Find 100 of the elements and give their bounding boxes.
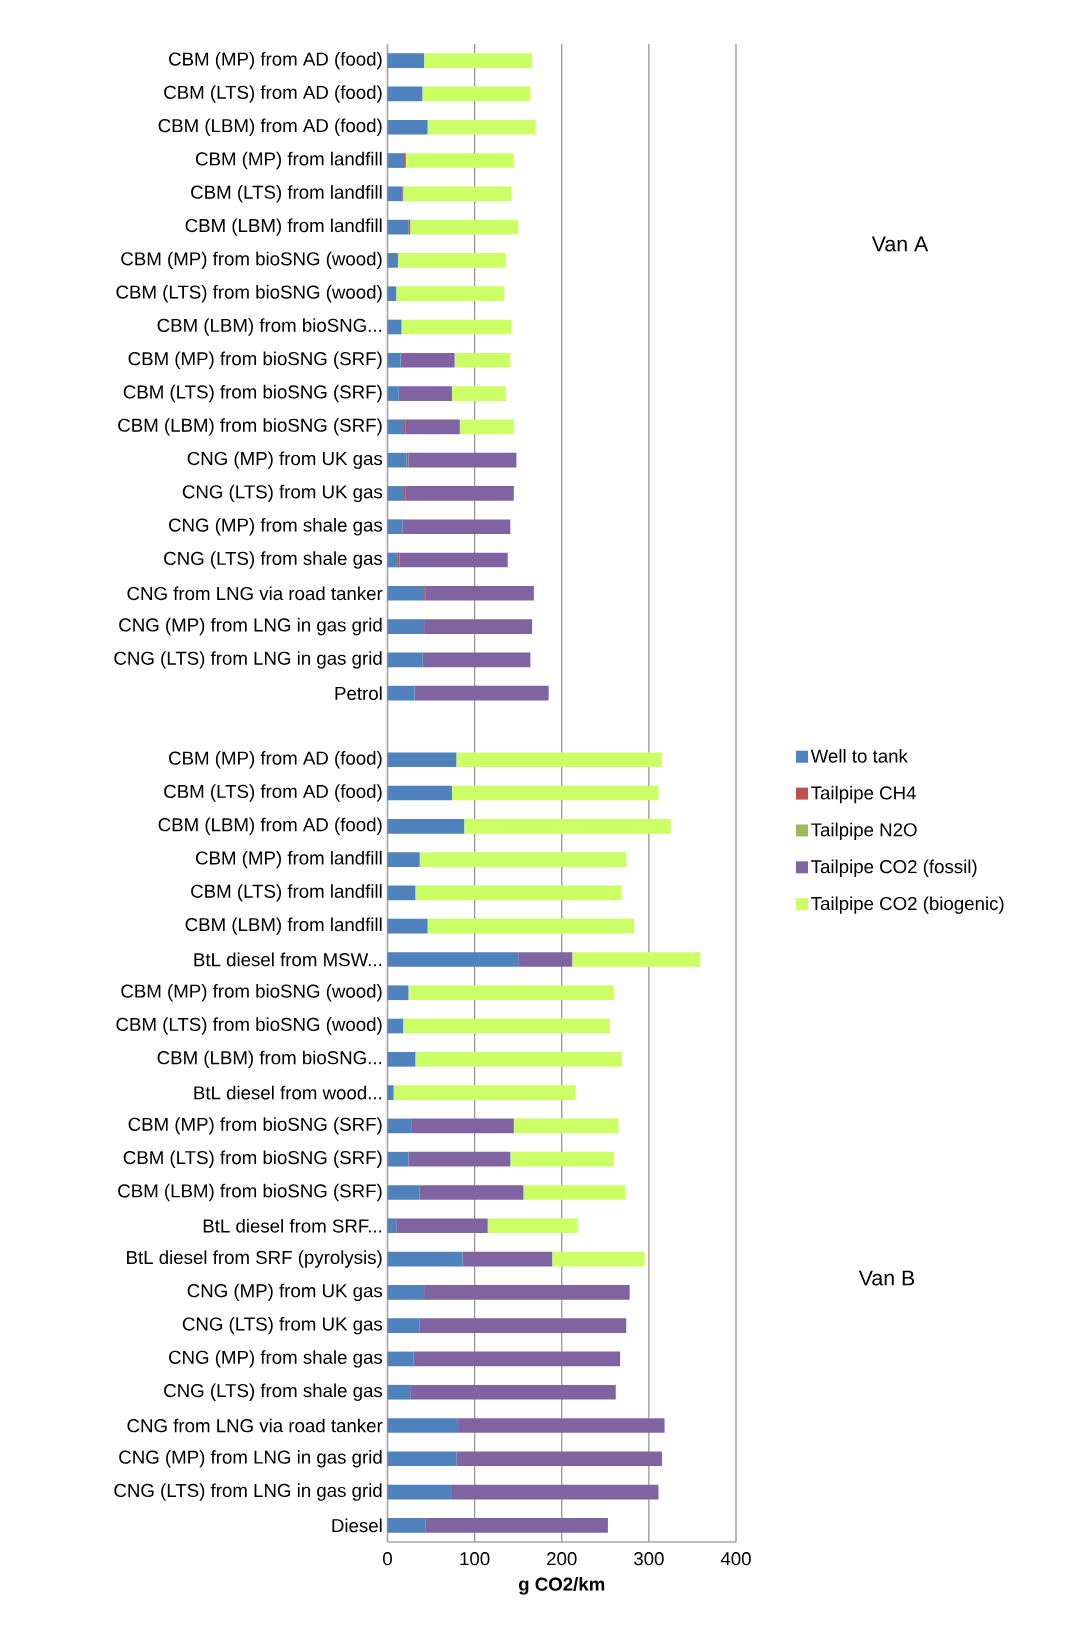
bar bbox=[387, 486, 405, 501]
bar bbox=[424, 53, 533, 68]
y-tick-label: CBM (LTS) from bioSNG (SRF) bbox=[123, 384, 382, 403]
bar bbox=[387, 1518, 426, 1533]
y-tick-label: CNG (LTS) from UK gas bbox=[182, 1316, 383, 1335]
bar bbox=[387, 519, 403, 535]
bar bbox=[387, 619, 425, 634]
bar bbox=[387, 752, 457, 768]
bar bbox=[464, 818, 671, 834]
y-tick-label: BtL diesel from wood... bbox=[194, 1085, 382, 1100]
legend-label: Tailpipe CO2 (fossil) bbox=[811, 859, 977, 877]
bar bbox=[387, 918, 428, 934]
y-tick-label: CBM (MP) from landfill bbox=[196, 151, 382, 170]
bar bbox=[454, 352, 511, 368]
bar bbox=[427, 119, 536, 135]
bar bbox=[397, 253, 506, 268]
bar bbox=[387, 1384, 411, 1400]
bar bbox=[413, 1351, 621, 1367]
bar bbox=[387, 785, 452, 801]
y-tick-label: Diesel bbox=[332, 1518, 382, 1533]
bar bbox=[387, 1484, 452, 1500]
y-tick-label: CNG from LNG via road tanker bbox=[127, 586, 383, 601]
y-tick-label: CBM (LBM) from bioSNG (SRF) bbox=[118, 1183, 382, 1202]
y-tick-label: CBM (LTS) from bioSNG (wood) bbox=[116, 1017, 382, 1035]
bar bbox=[414, 685, 549, 701]
y-tick-label: CBM (LBM) from AD (food) bbox=[158, 817, 382, 835]
bar bbox=[387, 1218, 397, 1234]
bar bbox=[393, 1085, 576, 1100]
legend-label: Well to tank bbox=[810, 748, 908, 763]
bar bbox=[424, 619, 533, 634]
bar bbox=[456, 752, 662, 768]
bar bbox=[387, 585, 425, 601]
bar bbox=[387, 818, 465, 834]
bar bbox=[387, 952, 519, 967]
bar bbox=[387, 386, 399, 401]
bar bbox=[419, 852, 627, 867]
bar bbox=[387, 53, 425, 68]
y-tick-label: CNG (LTS) from LNG in gas grid bbox=[114, 651, 382, 669]
y-tick-label: CBM (LTS) from AD (food) bbox=[164, 85, 382, 103]
text: Van B bbox=[858, 1270, 915, 1286]
y-tick-label: BtL diesel from SRF... bbox=[203, 1218, 382, 1233]
y-tick-label: CBM (LTS) from bioSNG (SRF) bbox=[123, 1150, 382, 1168]
bar bbox=[398, 386, 452, 401]
bar bbox=[518, 952, 573, 967]
y-tick-label: CNG (MP) from shale gas bbox=[169, 518, 383, 536]
bar bbox=[387, 86, 423, 102]
y-tick-label: CNG (MP) from LNG in gas grid bbox=[119, 617, 382, 636]
y-tick-label: CBM (LTS) from landfill bbox=[191, 884, 382, 902]
bar bbox=[425, 1518, 608, 1533]
bar bbox=[387, 1318, 420, 1333]
bar bbox=[387, 1418, 459, 1433]
bar bbox=[387, 352, 401, 368]
bar bbox=[387, 852, 420, 867]
bar bbox=[403, 186, 512, 202]
y-tick-label: BtL diesel from MSW... bbox=[194, 952, 382, 967]
bar bbox=[387, 419, 405, 435]
bar bbox=[387, 253, 398, 268]
bar bbox=[387, 119, 428, 135]
y-tick-label: CNG (MP) from shale gas bbox=[169, 1350, 383, 1368]
bar bbox=[387, 1118, 412, 1134]
bar bbox=[408, 452, 517, 468]
bar bbox=[424, 1285, 630, 1300]
bar bbox=[451, 785, 659, 801]
bar bbox=[401, 319, 512, 335]
bar bbox=[387, 219, 409, 235]
bar bbox=[387, 1351, 414, 1367]
y-tick-label: CBM (MP) from bioSNG (SRF) bbox=[128, 351, 382, 369]
bar bbox=[400, 352, 455, 368]
x-axis-title: g CO2/km bbox=[518, 1577, 605, 1595]
bar bbox=[387, 552, 398, 568]
bar bbox=[408, 985, 615, 1001]
bar bbox=[419, 1318, 627, 1333]
bar bbox=[572, 952, 701, 967]
y-tick-label: CNG (LTS) from shale gas bbox=[164, 1383, 383, 1401]
bar bbox=[456, 1451, 662, 1467]
bar bbox=[462, 1251, 553, 1267]
bar bbox=[402, 519, 511, 535]
bar bbox=[405, 419, 460, 435]
y-tick-label: CBM (LBM) from bioSNG... bbox=[157, 318, 382, 336]
y-tick-label: BtL diesel from SRF (pyrolysis) bbox=[127, 1250, 382, 1268]
bar bbox=[427, 918, 635, 934]
bar bbox=[422, 86, 531, 102]
bar bbox=[419, 1185, 524, 1200]
y-tick-label: CNG (LTS) from UK gas bbox=[182, 484, 383, 503]
bar bbox=[403, 1018, 610, 1034]
bar bbox=[387, 885, 416, 901]
y-tick-label: CBM (LBM) from landfill bbox=[185, 218, 382, 236]
y-tick-label: CBM (LTS) from bioSNG (wood) bbox=[116, 284, 382, 303]
bar bbox=[415, 1051, 622, 1067]
bar bbox=[387, 1285, 425, 1300]
bar bbox=[387, 1451, 457, 1467]
bar bbox=[387, 1185, 420, 1200]
y-tick-label: CBM (LBM) from bioSNG... bbox=[157, 1050, 382, 1069]
y-tick-label: CBM (MP) from AD (food) bbox=[169, 51, 382, 70]
bar bbox=[387, 985, 409, 1001]
y-tick-label: CBM (MP) from bioSNG (wood) bbox=[121, 251, 382, 270]
bar bbox=[552, 1251, 645, 1267]
y-tick-label: CBM (LTS) from landfill bbox=[191, 185, 382, 203]
y-tick-label: CNG (MP) from LNG in gas grid bbox=[119, 1450, 382, 1468]
bar bbox=[399, 552, 508, 568]
